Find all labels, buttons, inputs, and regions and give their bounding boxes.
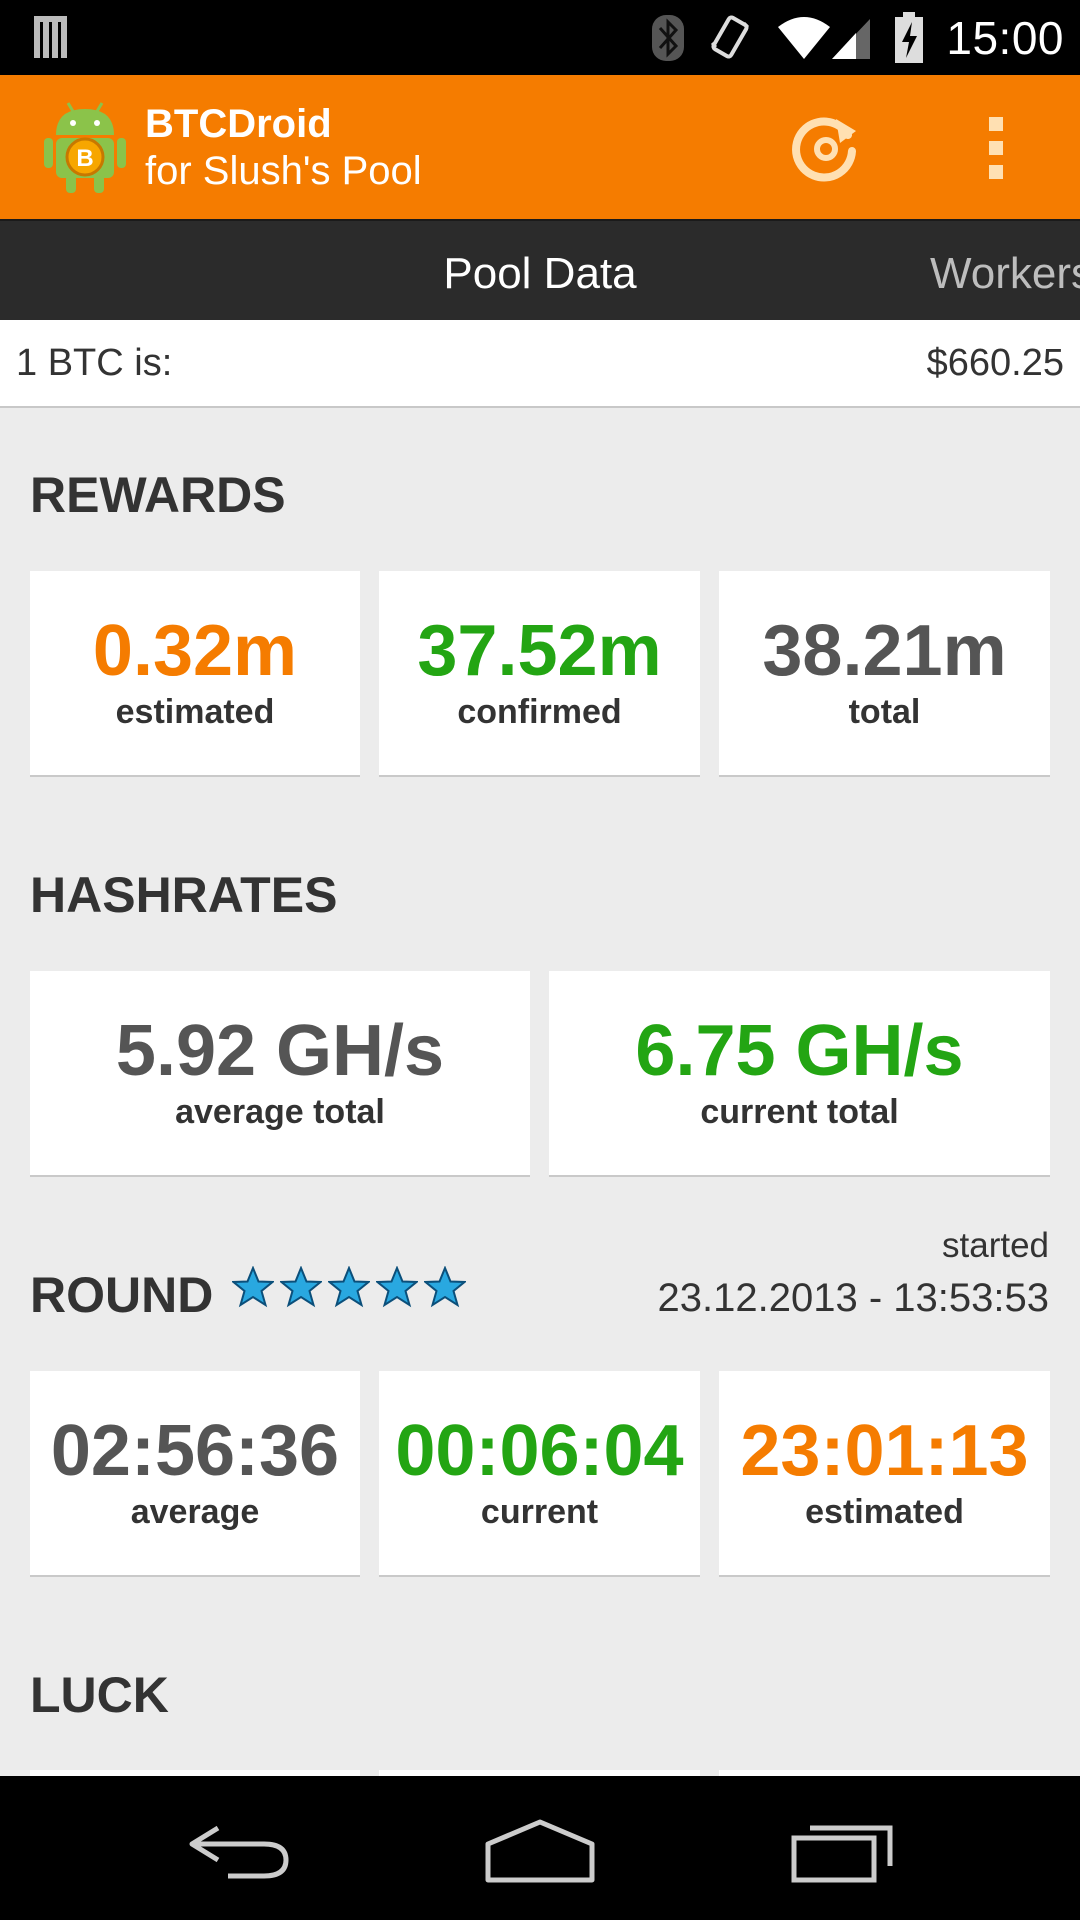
action-bar: B BTCDroid for Slush's Pool: [0, 75, 1080, 219]
navigation-bar: [0, 1776, 1080, 1920]
notification-icon: [34, 16, 67, 58]
reward-total-card: 38.21m total: [719, 571, 1050, 777]
battery-charging-icon: [895, 12, 924, 63]
svg-text:B: B: [76, 145, 93, 172]
tab-pool-data[interactable]: Pool Data: [443, 249, 637, 298]
round-started-label: started: [942, 1226, 1049, 1265]
vibrate-icon: [711, 15, 750, 59]
star-icon: [376, 1266, 418, 1308]
hashrate-current-card: 6.75 GH/s current total: [549, 971, 1050, 1177]
round-average-card: 02:56:36 average: [30, 1371, 360, 1577]
hashrate-average-value: 5.92 GH/s: [115, 1011, 445, 1091]
hashrate-average-card: 5.92 GH/s average total: [30, 971, 530, 1177]
app-subtitle: for Slush's Pool: [145, 149, 422, 193]
luck-title: LUCK: [30, 1667, 169, 1723]
reward-confirmed-card: 37.52m confirmed: [379, 571, 700, 777]
reward-confirmed-value: 37.52m: [417, 611, 662, 691]
round-average-label: average: [130, 1493, 260, 1531]
hashrate-average-label: average total: [175, 1093, 385, 1131]
rewards-title: REWARDS: [30, 467, 286, 523]
round-estimated-value: 23:01:13: [740, 1411, 1029, 1491]
reward-estimated-label: estimated: [115, 693, 275, 731]
hashrate-current-value: 6.75 GH/s: [635, 1011, 964, 1091]
round-current-label: current: [480, 1493, 599, 1531]
bluetooth-icon: [652, 15, 685, 61]
reward-confirmed-label: confirmed: [457, 693, 622, 731]
wifi-icon: [778, 17, 871, 59]
star-icon: [232, 1266, 274, 1308]
reward-total-value: 38.21m: [762, 611, 1007, 691]
round-estimated-card: 23:01:13 estimated: [719, 1371, 1050, 1577]
hashrate-current-label: current total: [700, 1093, 899, 1131]
round-started-value: 23.12.2013 - 13:53:53: [657, 1276, 1049, 1320]
star-icon: [280, 1266, 322, 1308]
round-rating-stars: [232, 1266, 466, 1310]
tab-strip: Pool Data Workers: [0, 219, 1080, 321]
app-title: BTCDroid: [145, 102, 332, 146]
reward-total-label: total: [848, 693, 921, 731]
round-current-card: 00:06:04 current: [379, 1371, 700, 1577]
status-bar: 15:00: [0, 0, 1080, 75]
round-estimated-label: estimated: [805, 1493, 964, 1531]
star-icon: [328, 1266, 370, 1308]
hashrates-title: HASHRATES: [30, 867, 338, 923]
star-icon: [424, 1266, 466, 1308]
refresh-icon[interactable]: [790, 111, 862, 183]
round-title: ROUND: [30, 1267, 214, 1323]
btc-price-label: 1 BTC is:: [16, 342, 173, 384]
overflow-menu-icon[interactable]: [975, 115, 1019, 181]
round-current-value: 00:06:04: [395, 1411, 684, 1491]
clock: 15:00: [946, 12, 1064, 64]
round-average-value: 02:56:36: [50, 1411, 340, 1491]
back-icon[interactable]: [188, 1814, 292, 1884]
reward-estimated-card: 0.32m estimated: [30, 571, 360, 777]
android-bitcoin-logo-icon[interactable]: B: [42, 99, 128, 195]
btc-price-value: $660.25: [926, 342, 1064, 384]
reward-estimated-value: 0.32m: [92, 611, 298, 691]
tab-workers[interactable]: Workers: [930, 249, 1080, 298]
btc-price-bar: 1 BTC is: $660.25: [0, 320, 1080, 408]
recent-apps-icon[interactable]: [790, 1814, 896, 1884]
home-icon[interactable]: [484, 1814, 596, 1884]
